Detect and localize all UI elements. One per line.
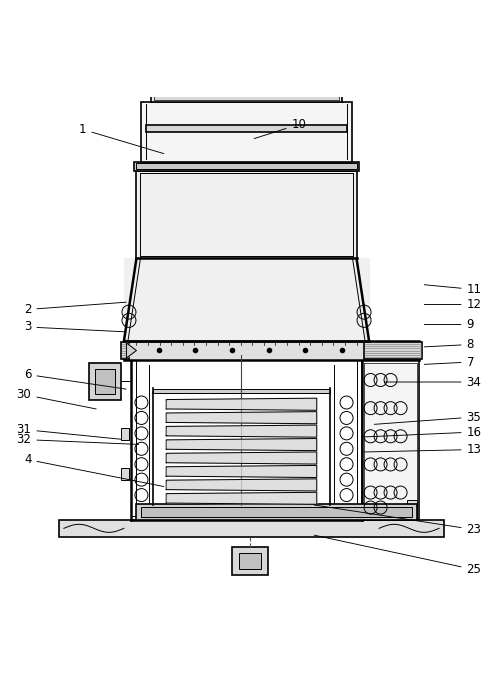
Bar	[364, 362, 416, 518]
Bar	[141, 507, 411, 517]
Bar	[89, 362, 121, 400]
Bar	[146, 126, 347, 133]
Text: 34: 34	[384, 375, 481, 389]
Text: 32: 32	[17, 433, 139, 446]
Bar	[406, 500, 416, 518]
Text: 6: 6	[24, 368, 126, 389]
Bar	[124, 341, 419, 360]
Text: 16: 16	[364, 425, 481, 439]
Polygon shape	[126, 343, 136, 358]
Bar	[239, 553, 261, 569]
Text: 23: 23	[314, 505, 481, 536]
Bar	[121, 343, 129, 359]
Text: 10: 10	[254, 118, 306, 139]
Bar	[153, 389, 330, 393]
Polygon shape	[124, 258, 369, 341]
Bar	[136, 504, 416, 520]
Bar	[232, 547, 268, 575]
Text: 11: 11	[425, 283, 481, 296]
Polygon shape	[166, 466, 317, 477]
Text: 4: 4	[24, 453, 164, 486]
Bar	[134, 162, 359, 171]
Text: 25: 25	[314, 535, 481, 576]
Text: 2: 2	[24, 302, 126, 316]
Text: 31: 31	[17, 423, 121, 439]
Text: 9: 9	[425, 318, 474, 331]
Bar	[136, 171, 357, 258]
Bar	[59, 520, 444, 536]
Text: 1: 1	[79, 123, 164, 153]
Text: 35: 35	[374, 411, 481, 424]
Bar	[121, 468, 129, 480]
Bar	[151, 82, 342, 102]
Polygon shape	[166, 439, 317, 450]
Text: 30: 30	[17, 388, 96, 409]
Text: 12: 12	[425, 298, 481, 311]
Polygon shape	[166, 425, 317, 437]
Text: 13: 13	[364, 443, 481, 456]
Polygon shape	[166, 479, 317, 491]
Bar	[121, 428, 129, 440]
Bar	[154, 84, 339, 100]
Bar	[136, 163, 357, 169]
Polygon shape	[166, 398, 317, 410]
Bar	[362, 360, 419, 520]
Text: 3: 3	[24, 321, 126, 334]
Bar	[141, 102, 352, 162]
Polygon shape	[166, 412, 317, 424]
Bar	[364, 343, 422, 359]
Text: 7: 7	[425, 355, 474, 369]
Text: 8: 8	[425, 338, 474, 351]
Polygon shape	[166, 492, 317, 505]
Polygon shape	[166, 452, 317, 464]
Bar	[95, 369, 116, 394]
